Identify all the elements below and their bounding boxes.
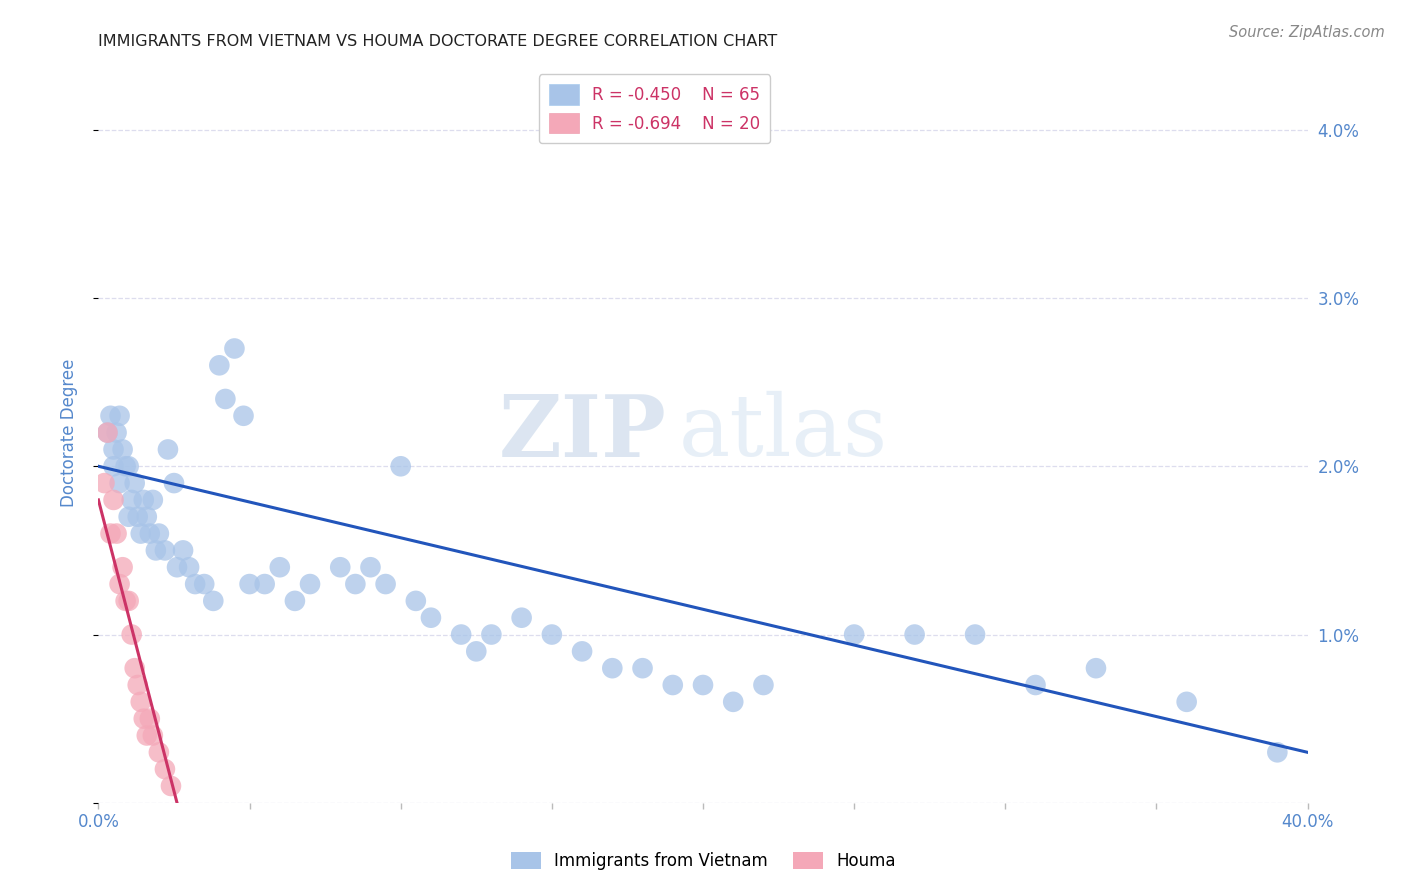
Point (752, 678, 775, 692)
Point (163, 476, 186, 491)
Point (118, 459, 141, 474)
Point (124, 476, 146, 491)
Point (118, 509, 141, 524)
Point (93, 476, 115, 491)
Point (148, 526, 170, 541)
Point (571, 644, 593, 658)
Point (202, 594, 225, 608)
Point (540, 627, 562, 641)
Point (124, 661, 146, 675)
Legend: R = -0.450    N = 65, R = -0.694    N = 20: R = -0.450 N = 65, R = -0.694 N = 20 (538, 74, 770, 144)
Point (184, 577, 207, 591)
Point (631, 661, 654, 675)
Point (139, 526, 162, 541)
Point (299, 577, 322, 591)
Point (344, 577, 367, 591)
Point (103, 459, 125, 474)
Point (111, 442, 134, 457)
Point (465, 644, 488, 658)
Point (253, 577, 276, 591)
Point (132, 712, 155, 726)
Point (103, 492, 125, 507)
Point (100, 526, 122, 541)
Point (844, 627, 866, 641)
Point (96, 425, 118, 440)
Text: atlas: atlas (679, 391, 889, 475)
Point (153, 762, 176, 776)
Text: Source: ZipAtlas.com: Source: ZipAtlas.com (1229, 25, 1385, 40)
Point (904, 627, 927, 641)
Point (148, 745, 170, 759)
Point (105, 425, 128, 440)
Point (420, 610, 443, 624)
Point (114, 459, 136, 474)
Point (232, 409, 254, 423)
Point (360, 560, 382, 574)
Point (208, 359, 231, 373)
Point (129, 526, 152, 541)
Point (142, 729, 165, 743)
Text: ZIP: ZIP (499, 391, 666, 475)
Point (1085, 661, 1108, 675)
Point (179, 560, 201, 574)
Point (193, 577, 215, 591)
Point (374, 577, 396, 591)
Point (108, 577, 131, 591)
Point (114, 594, 136, 608)
Point (510, 610, 533, 624)
Text: IMMIGRANTS FROM VIETNAM VS HOUMA DOCTORATE DEGREE CORRELATION CHART: IMMIGRANTS FROM VIETNAM VS HOUMA DOCTORA… (98, 34, 778, 49)
Point (153, 543, 176, 558)
Point (103, 442, 125, 457)
Point (692, 678, 714, 692)
Point (1024, 678, 1046, 692)
Point (108, 409, 131, 423)
Point (661, 678, 683, 692)
Point (145, 543, 167, 558)
Point (129, 695, 152, 709)
Point (135, 729, 157, 743)
Point (450, 627, 472, 641)
Point (139, 712, 162, 726)
Point (108, 476, 131, 491)
Point (481, 627, 503, 641)
Point (127, 509, 149, 524)
Point (111, 560, 134, 574)
Point (132, 492, 155, 507)
Point (1175, 695, 1198, 709)
Point (121, 492, 143, 507)
Point (156, 442, 179, 457)
Point (96, 425, 118, 440)
Point (172, 543, 194, 558)
Point (1267, 745, 1289, 759)
Point (723, 695, 745, 709)
Point (127, 678, 149, 692)
Point (100, 409, 122, 423)
Point (224, 342, 246, 356)
Point (105, 526, 128, 541)
Point (284, 594, 307, 608)
Point (214, 392, 236, 406)
Point (160, 779, 183, 793)
Point (142, 492, 165, 507)
Point (121, 627, 143, 641)
Point (118, 594, 141, 608)
Point (269, 560, 291, 574)
Y-axis label: Doctorate Degree: Doctorate Degree (59, 359, 77, 507)
Point (166, 560, 188, 574)
Point (389, 459, 412, 474)
Legend: Immigrants from Vietnam, Houma: Immigrants from Vietnam, Houma (503, 845, 903, 877)
Point (965, 627, 987, 641)
Point (135, 509, 157, 524)
Point (239, 577, 262, 591)
Point (405, 594, 427, 608)
Point (602, 661, 624, 675)
Point (329, 560, 352, 574)
